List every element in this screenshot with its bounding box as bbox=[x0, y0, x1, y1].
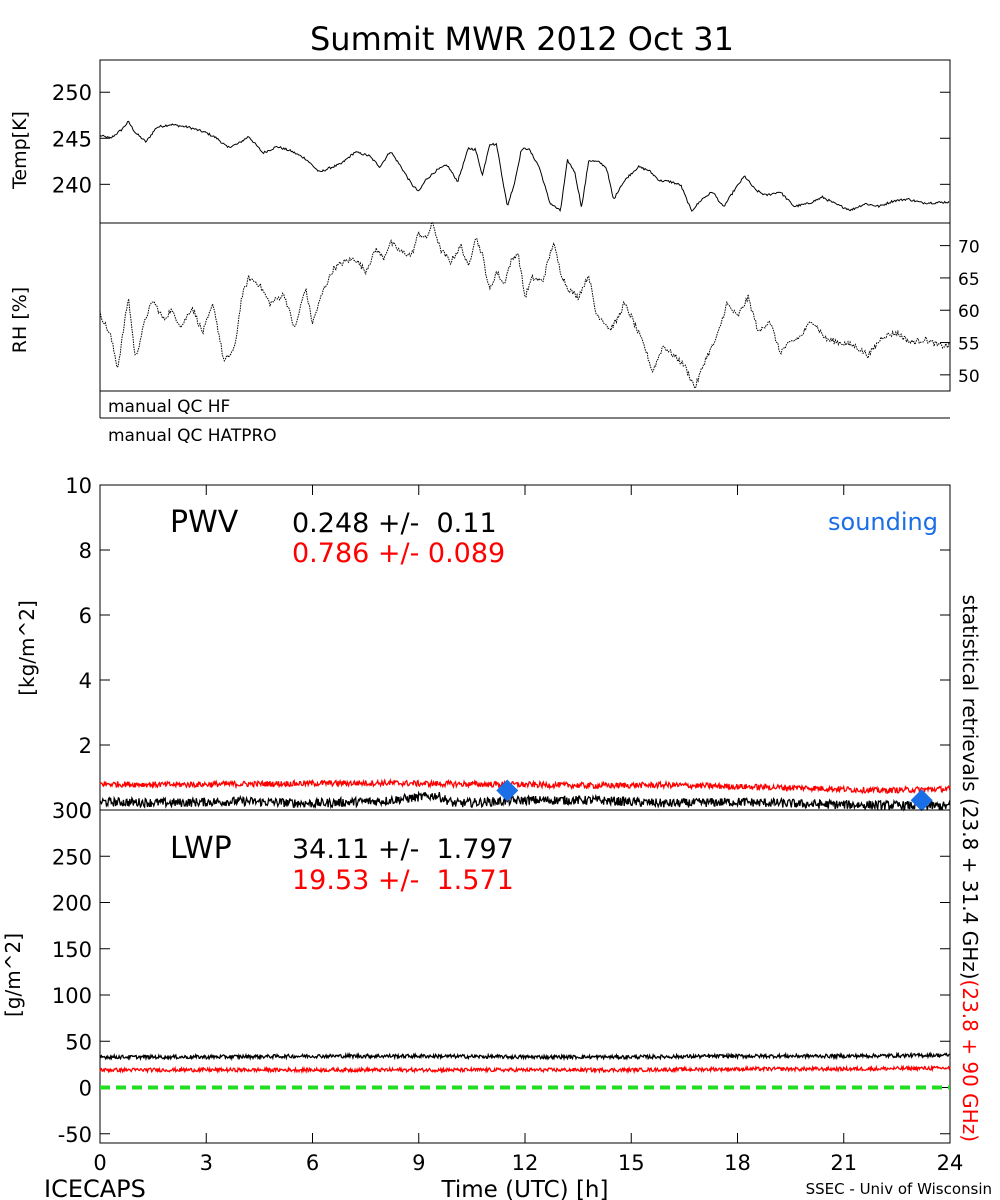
x-tick-label: 18 bbox=[724, 1151, 751, 1175]
x-tick-label: 21 bbox=[830, 1151, 857, 1175]
pwv-ytick-label: 4 bbox=[79, 669, 92, 693]
x-tick-label: 15 bbox=[618, 1151, 645, 1175]
x-tick-label: 0 bbox=[93, 1151, 106, 1175]
pwv-ytick-label: 8 bbox=[79, 539, 92, 563]
lwp-hatpro-stats: 19.53 +/- 1.571 bbox=[292, 865, 514, 896]
rh-ylabel: RH [%] bbox=[9, 287, 31, 353]
right-vertical-label: statistical retrievals (23.8 + 31.4 GHz)… bbox=[958, 595, 982, 1142]
lwp-hf-stats: 34.11 +/- 1.797 bbox=[292, 834, 514, 865]
x-axis-label: Time (UTC) [h] bbox=[441, 1177, 609, 1200]
lwp-ytick-label: 0 bbox=[79, 1077, 92, 1101]
lwp-ytick-label: 150 bbox=[52, 938, 92, 962]
x-tick-label: 9 bbox=[412, 1151, 425, 1175]
pwv-ytick-label: 2 bbox=[79, 734, 92, 758]
pwv-ytick-label: 6 bbox=[79, 604, 92, 628]
right-label-black: statistical retrievals (23.8 + 31.4 GHz) bbox=[958, 595, 982, 980]
right-label-red: (23.8 + 90 GHz) bbox=[958, 980, 982, 1142]
rh-ytick-label: 65 bbox=[958, 270, 980, 290]
temp-ylabel: Temp[K] bbox=[9, 111, 31, 190]
x-tick-label: 3 bbox=[200, 1151, 213, 1175]
temp-ytick-label: 250 bbox=[52, 81, 92, 105]
lwp-ytick-label: 300 bbox=[52, 799, 92, 823]
x-tick-label: 12 bbox=[512, 1151, 539, 1175]
lwp-ylabel: [g/m^2] bbox=[1, 933, 25, 1017]
qc-hf-label: manual QC HF bbox=[108, 397, 230, 417]
footer-right: SSEC - Univ of Wisconsin bbox=[806, 1180, 992, 1198]
lwp-ytick-label: 100 bbox=[52, 984, 92, 1008]
temp-ytick-label: 240 bbox=[52, 173, 92, 197]
pwv-label: PWV bbox=[170, 505, 239, 540]
qc-hatpro-label: manual QC HATPRO bbox=[108, 426, 277, 446]
lwp-ytick-label: 200 bbox=[52, 892, 92, 916]
rh-ytick-label: 55 bbox=[958, 335, 980, 355]
temp-ytick-label: 245 bbox=[52, 127, 92, 151]
pwv-ylabel: [kg/m^2] bbox=[15, 600, 39, 696]
chart-title: Summit MWR 2012 Oct 31 bbox=[310, 20, 734, 58]
rh-ytick-label: 60 bbox=[958, 302, 980, 322]
x-tick-label: 6 bbox=[306, 1151, 319, 1175]
lwp-ytick-label: 50 bbox=[65, 1030, 92, 1054]
lwp-ytick-label: 250 bbox=[52, 845, 92, 869]
sounding-label: sounding bbox=[828, 508, 938, 536]
footer-left: ICECAPS bbox=[44, 1175, 146, 1200]
lwp-ytick-label: -50 bbox=[58, 1123, 92, 1147]
pwv-hatpro-stats: 0.786 +/- 0.089 bbox=[292, 538, 505, 569]
rh-ytick-label: 50 bbox=[958, 367, 980, 387]
rh-ytick-label: 70 bbox=[958, 238, 980, 258]
pwv-ytick-label: 10 bbox=[65, 474, 92, 498]
x-tick-label: 24 bbox=[937, 1151, 964, 1175]
pwv-hf-stats: 0.248 +/- 0.11 bbox=[292, 508, 497, 539]
lwp-label: LWP bbox=[170, 831, 232, 866]
